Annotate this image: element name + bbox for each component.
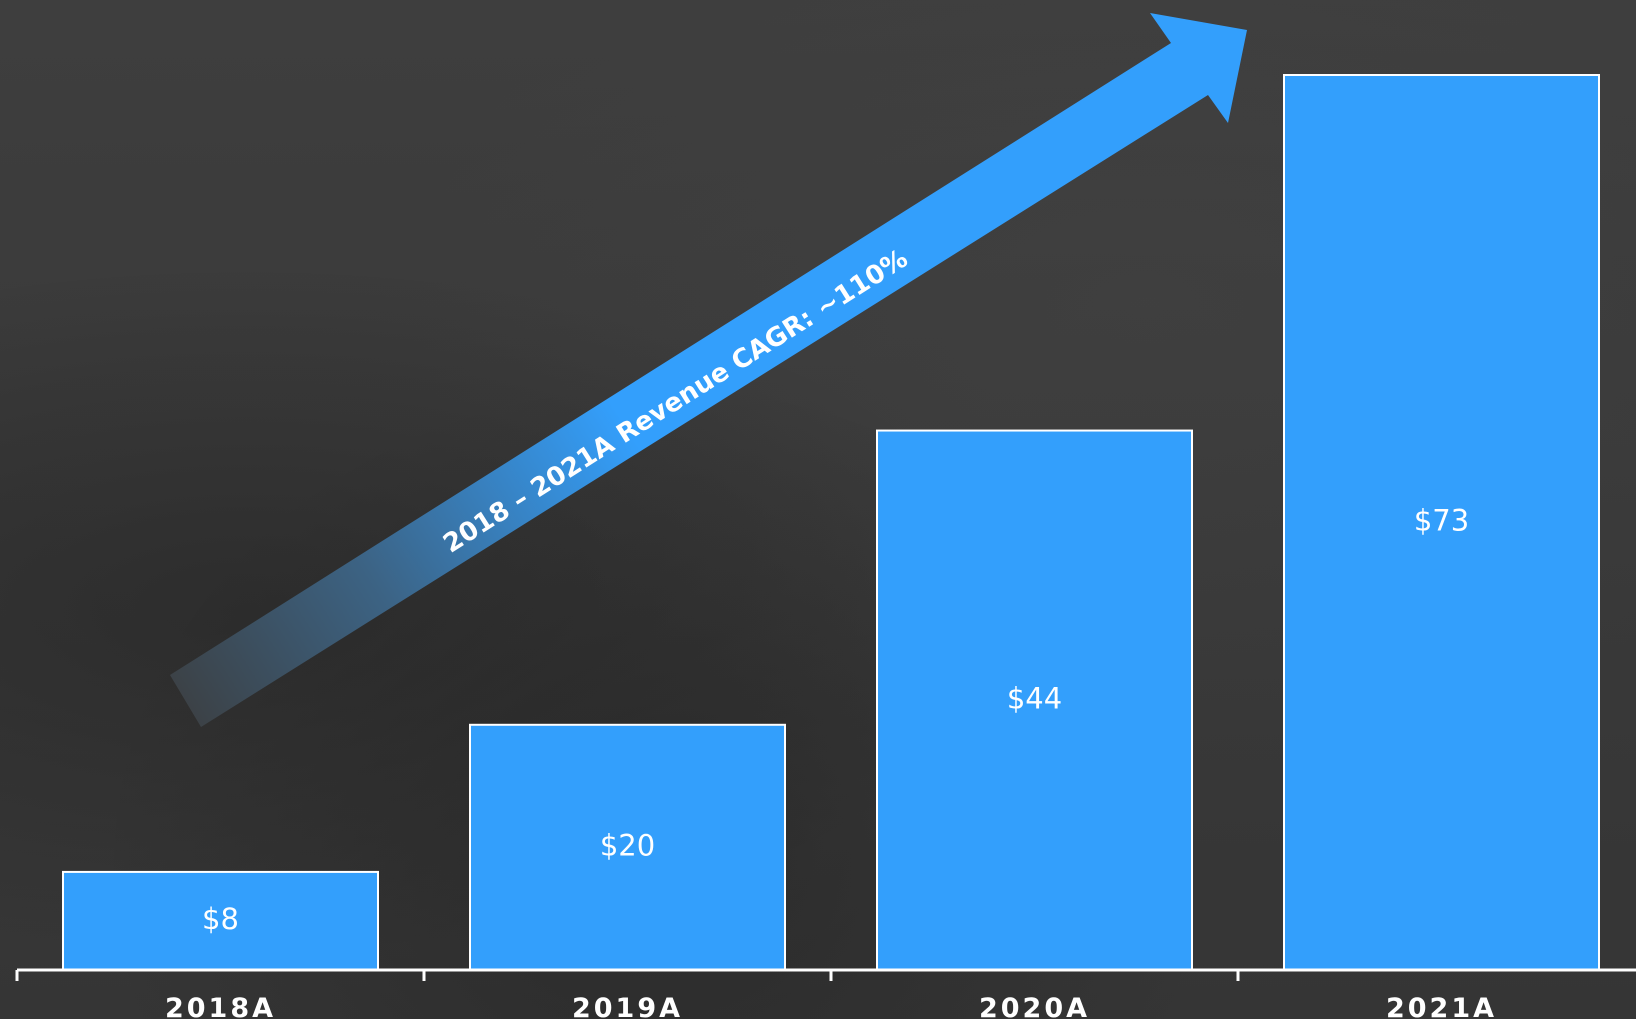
bar-group-2020A: $44 [876, 429, 1193, 971]
bar-group-2019A: $20 [469, 723, 786, 971]
bar-value-label: $8 [202, 902, 239, 936]
bar-2020A [876, 429, 1193, 971]
x-tick-label: 2019A [572, 993, 683, 1019]
bar-group-2021A: $73 [1283, 74, 1600, 971]
bar-2021A [1283, 74, 1600, 971]
bars-group: $8 $20 $44 $73 [62, 74, 1600, 971]
x-tick-label: 2020A [979, 993, 1090, 1019]
bar-value-label: $20 [600, 828, 655, 862]
bar-value-label: $73 [1414, 504, 1469, 538]
cagr-annotation: 2018 – 2021A Revenue CAGR: ~110% [438, 244, 913, 560]
x-tick-label: 2018A [165, 993, 276, 1019]
bar-2018A [62, 870, 379, 971]
growth-arrow-shape [170, 13, 1247, 727]
x-tick-label: 2021A [1386, 993, 1497, 1019]
x-axis: 2018A 2019A 2020A 2021A [15, 968, 1636, 1019]
bar-value-label: $44 [1007, 681, 1062, 715]
bar-group-2018A: $8 [62, 870, 379, 971]
